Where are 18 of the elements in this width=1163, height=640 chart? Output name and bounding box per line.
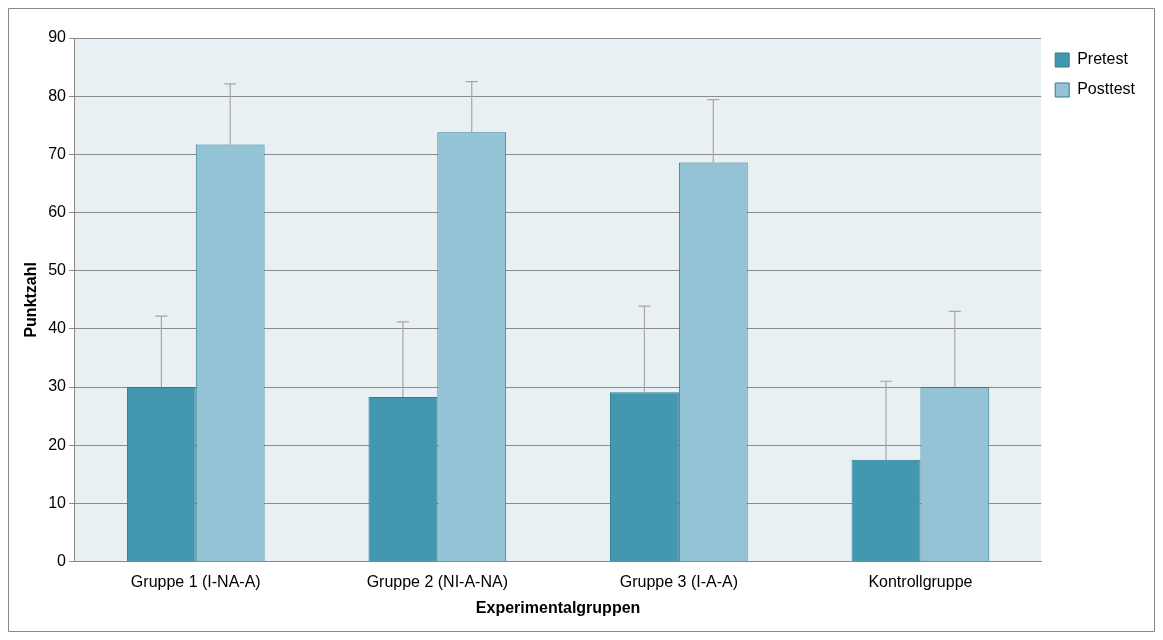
x-tick-label: Gruppe 1 (I-NA-A) bbox=[130, 572, 261, 590]
y-tick-label: 0 bbox=[57, 552, 67, 570]
y-tick-label: 70 bbox=[48, 144, 67, 162]
y-tick-label: 80 bbox=[48, 86, 67, 104]
y-tick-label: 20 bbox=[48, 435, 67, 453]
y-axis-title: Punktzahl bbox=[22, 262, 40, 338]
x-axis-title: Experimentalgruppen bbox=[475, 598, 641, 616]
y-tick-label: 10 bbox=[48, 493, 67, 511]
x-tick-label: Gruppe 2 (NI-A-NA) bbox=[366, 572, 509, 590]
y-tick-label: 60 bbox=[48, 202, 67, 220]
y-tick-label: 40 bbox=[48, 319, 67, 337]
y-tick-label: 50 bbox=[48, 261, 67, 279]
y-tick-label: 30 bbox=[48, 377, 67, 395]
y-tick-label: 90 bbox=[48, 28, 67, 46]
legend-label: Pretest bbox=[1077, 50, 1129, 68]
legend-label: Posttest bbox=[1077, 80, 1136, 98]
x-tick-label: Gruppe 3 (I-A-A) bbox=[619, 572, 738, 590]
x-tick-label: Kontrollgruppe bbox=[868, 572, 973, 590]
